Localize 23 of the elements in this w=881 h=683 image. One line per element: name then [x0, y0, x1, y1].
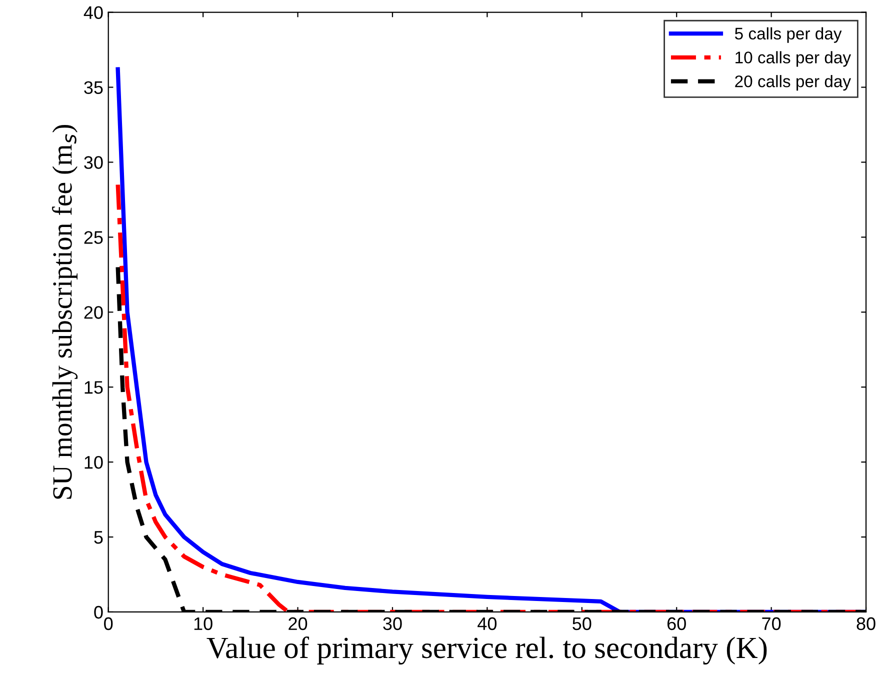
- y-tick-label: 15: [84, 381, 103, 394]
- legend-label: 5 calls per day: [734, 27, 842, 43]
- x-tick-label: 40: [478, 617, 497, 630]
- y-tick-label: 20: [84, 306, 103, 319]
- x-axis-title: Value of primary service rel. to secondary (K): [206, 636, 767, 665]
- y-tick-label: 0: [94, 606, 103, 619]
- legend-label: 10 calls per day: [736, 51, 851, 67]
- y-axis-title: SU monthly subscription fee (m$_{s}$): [52, 124, 78, 499]
- x-tick-label: 10: [194, 617, 212, 630]
- legend-label: 20 calls per day: [735, 75, 851, 91]
- y-tick-label: 35: [84, 81, 103, 94]
- y-tick-label: 30: [84, 156, 103, 169]
- y-tick-label: 40: [84, 6, 103, 20]
- x-tick-label: 30: [383, 617, 402, 630]
- y-tick-label: 5: [94, 531, 103, 544]
- x-tick-label: 50: [572, 617, 592, 630]
- x-tick-label: 80: [856, 617, 876, 630]
- x-tick-label: 0: [104, 617, 113, 630]
- x-tick-label: 70: [762, 617, 781, 630]
- x-tick-label: 60: [667, 617, 686, 630]
- y-tick-label: 25: [84, 231, 103, 244]
- x-tick-label: 20: [288, 617, 308, 630]
- y-tick-label: 10: [84, 456, 103, 469]
